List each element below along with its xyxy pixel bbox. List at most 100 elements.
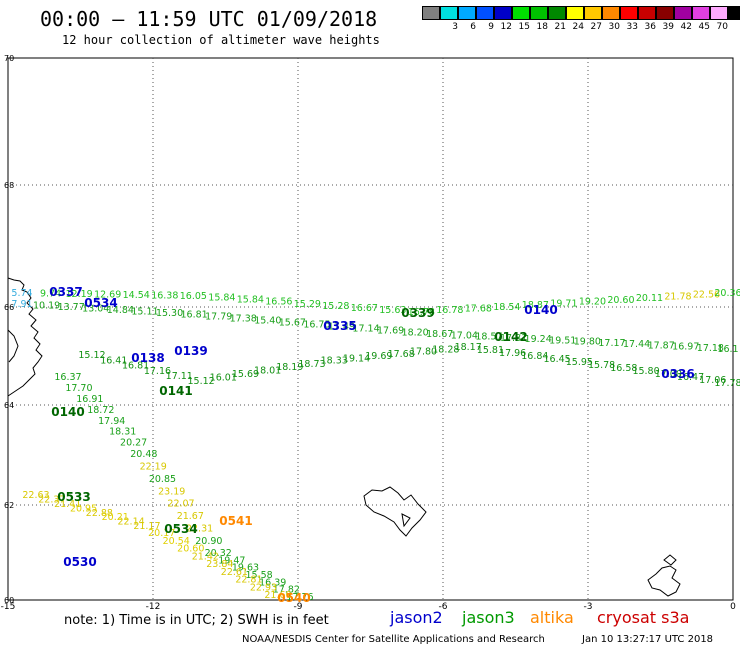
legend-label: 9 — [488, 22, 494, 32]
wave-height-value: 18.57 — [475, 332, 502, 343]
legend-swatch — [674, 6, 692, 20]
wave-height-value: 15.84 — [208, 293, 235, 304]
wave-height-value: 20.27 — [120, 438, 147, 449]
mission-jason3: jason3 — [462, 608, 515, 627]
graticule — [8, 58, 733, 600]
wave-height-value: 18.28 — [432, 344, 459, 355]
wave-height-value: 17.78 — [714, 378, 740, 389]
wave-height-value: 17.17 — [598, 338, 625, 349]
wave-height-value: 16.37 — [54, 372, 81, 383]
pass-id-label: 0533 — [57, 490, 90, 504]
lon-tick-label: -15 — [1, 602, 16, 612]
wave-height-value: 18.73 — [298, 359, 325, 370]
wave-height-value: 13.04 — [82, 304, 109, 315]
legend-swatch — [458, 6, 476, 20]
wave-height-value: 15.80 — [632, 366, 659, 377]
pass-id-label: 0339 — [401, 306, 434, 320]
wave-height-value: 16.81 — [122, 361, 149, 372]
wave-height-value: 19.14 — [343, 353, 370, 364]
track-southwest-a: 16.3717.7016.9118.7217.9418.3120.2720.48… — [54, 372, 313, 603]
pass-id-label: 0139 — [174, 344, 207, 358]
pass-id-label: 0140 — [524, 303, 557, 317]
wave-height-value: 16.01 — [210, 372, 237, 383]
pass-id-label: 0335 — [323, 319, 356, 333]
wave-height-value: 19.20 — [579, 297, 606, 308]
wave-height-value: 18.87 — [522, 300, 549, 311]
wave-height-value: 14.54 — [123, 290, 150, 301]
legend-label: 21 — [554, 22, 566, 32]
coastline-hebrides — [7, 277, 43, 397]
lat-tick-label: 62 — [4, 501, 14, 510]
wave-height-value: 17.80 — [410, 347, 437, 358]
wave-height-value: 20.17 — [148, 528, 175, 539]
pass-id-label: 0138 — [131, 351, 164, 365]
wave-height-value: 21.42 — [192, 551, 219, 562]
wave-height-value: 16.75 — [303, 320, 330, 331]
legend-label: 3 — [452, 22, 458, 32]
mission-altika: altika — [530, 608, 574, 627]
legend-swatch — [602, 6, 620, 20]
wave-height-value: 20.90 — [195, 536, 222, 547]
wave-height-value: 22.61 — [221, 567, 248, 578]
wave-height-value: 23.19 — [158, 486, 185, 497]
wave-height-value: 20.60 — [177, 544, 204, 555]
wave-height-value: 15.11 — [131, 307, 158, 318]
wave-height-value: 16.39 — [259, 577, 286, 588]
legend-swatch — [620, 6, 638, 20]
pass-id-label: 0142 — [494, 330, 527, 344]
pass-id-label: 0141 — [159, 384, 192, 398]
wave-height-value: 9.74 — [40, 288, 61, 299]
legend-label: 6 — [470, 22, 476, 32]
track-southwest-b: 22.6322.3721.4120.9522.8820.2122.1421.17… — [22, 490, 291, 601]
wave-height-value: 22.37 — [38, 494, 65, 505]
wave-height-value: 20.21 — [102, 512, 129, 523]
wave-height-value: 19.63 — [232, 563, 259, 574]
wave-height-value: 21.60 — [264, 590, 291, 601]
legend-label: 36 — [644, 22, 656, 32]
legend-swatch — [728, 6, 740, 20]
wave-height-value: 17.14 — [352, 324, 379, 335]
legend-label — [422, 22, 440, 32]
legend-label: 18 — [536, 22, 548, 32]
legend-label: 27 — [590, 22, 602, 32]
wave-height-value: 15.40 — [254, 316, 281, 327]
wave-height-value: 22.63 — [22, 490, 49, 501]
track-upper: 5.74 9.74 12.19 12.69 14.54 16.38 16.05 15.84 15… — [11, 288, 740, 318]
track-middle: 7.91 10.1913.7713.0414.8415.1115.3016.811… — [11, 299, 738, 355]
wave-height-value: 16.58 — [610, 363, 637, 374]
wave-height-value: 16.81 — [181, 310, 208, 321]
wave-height-value: 15.78 — [588, 360, 615, 371]
wave-height-value: 12.69 — [94, 289, 121, 300]
wave-height-value: 16.41 — [100, 355, 127, 366]
legend-label: 12 — [500, 22, 512, 32]
wave-height-value: 20.11 — [636, 293, 663, 304]
coastline-faroe — [363, 486, 427, 537]
wave-height-value: 18.67 — [426, 329, 453, 340]
wave-height-value: 17.16 — [144, 366, 171, 377]
credit-text: NOAA/NESDIS Center for Satellite Applica… — [242, 634, 545, 645]
footer-note: note: 1) Time is in UTC; 2) SWH is in fe… — [64, 613, 329, 628]
legend-label: 39 — [662, 22, 674, 32]
wave-height-value: 19.24 — [525, 334, 552, 345]
coastline-faroe-islet — [401, 513, 411, 528]
wave-height-value: 17.87 — [648, 340, 675, 351]
legend-swatch — [422, 6, 440, 20]
legend-swatch — [494, 6, 512, 20]
legend-label: 70 — [716, 22, 728, 32]
track-lower: 15.1216.4116.8117.1617.1115.1216.0115.69… — [78, 342, 740, 389]
legend-label: 30 — [608, 22, 620, 32]
wave-height-value: 18.19 — [276, 362, 303, 373]
wave-height-value: 19.51 — [549, 335, 576, 346]
wave-height-value: 12.19 — [66, 289, 93, 300]
legend-swatch — [566, 6, 584, 20]
legend-label: 33 — [626, 22, 638, 32]
wave-height-value: 17.94 — [98, 416, 125, 427]
wave-height-value: 16.78 — [408, 307, 435, 318]
wave-height-value: 17.00 — [655, 369, 682, 380]
wave-height-value: 17.38 — [230, 314, 257, 325]
timestamp-text: Jan 10 13:27:17 UTC 2018 — [582, 634, 714, 645]
wave-height-value: 22.19 — [140, 462, 167, 473]
